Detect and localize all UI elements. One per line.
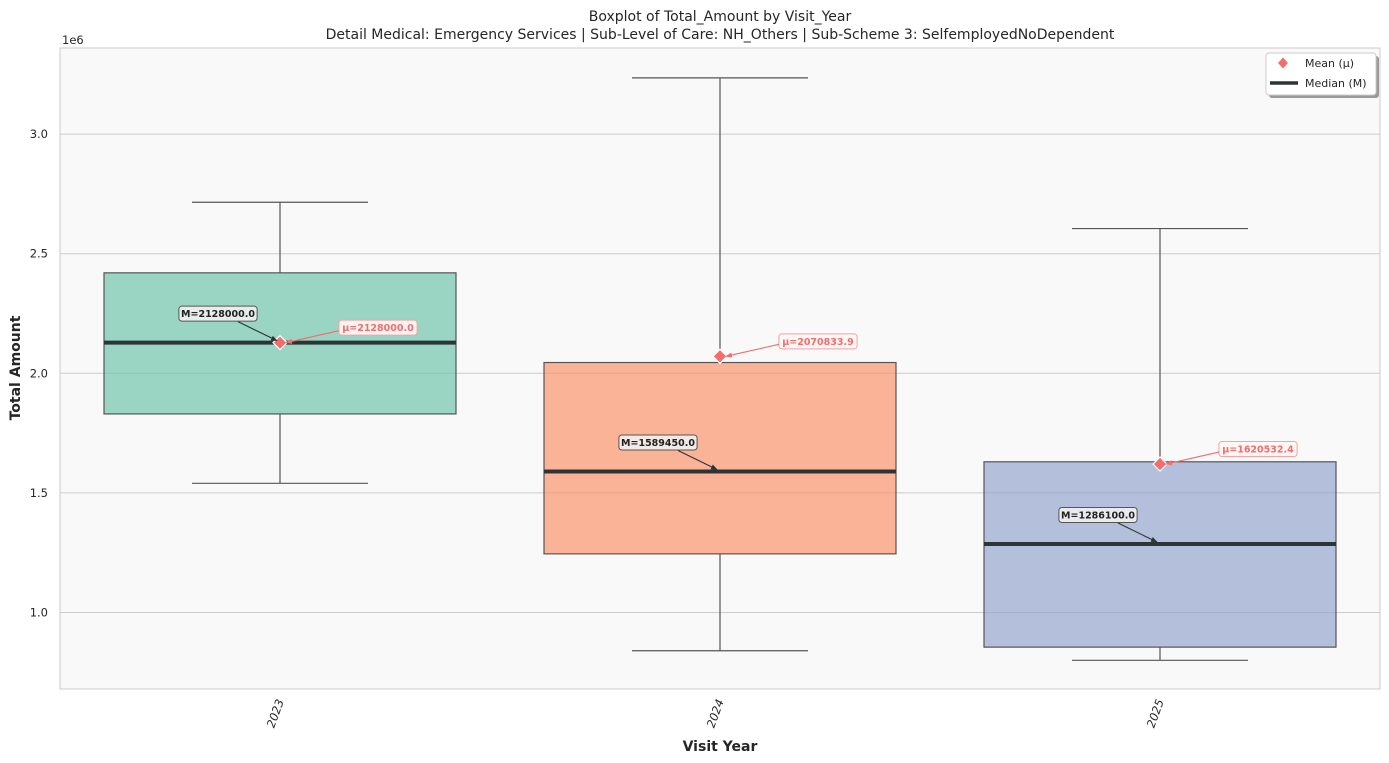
mean-marker-2025 <box>1152 456 1168 472</box>
median-label-2024: M=1589450.0 <box>621 438 695 449</box>
median-label-2024-box <box>618 434 698 451</box>
median-label-2023-box <box>178 305 258 322</box>
chart-subtitle: Detail Medical: Emergency Services | Sub… <box>326 27 1115 43</box>
x-tick-label: 2025 <box>1144 697 1167 729</box>
boxes <box>103 77 1337 661</box>
mean-label-2025-box <box>1218 441 1298 458</box>
legend: Mean (μ) Median (M) <box>1265 52 1379 98</box>
mean-arrow-2023 <box>285 330 340 344</box>
x-axis-label: Visit Year <box>683 739 758 755</box>
y-tick-label: 2.5 <box>30 247 48 261</box>
x-tick-label: 2024 <box>704 697 727 729</box>
median-arrow-2023 <box>237 321 278 342</box>
y-tick-label: 2.0 <box>30 366 48 380</box>
y-offset-label: 1e6 <box>62 33 84 47</box>
chart-title: Boxplot of Total_Amount by Visit_Year <box>589 9 852 25</box>
y-tick-label: 1.0 <box>30 605 48 619</box>
median-label-2023: M=2128000.0 <box>181 309 255 320</box>
median-arrow-2024 <box>677 449 718 470</box>
median-label-2025: M=1286100.0 <box>1061 511 1135 522</box>
mean-label-2023: μ=2128000.0 <box>342 323 414 334</box>
mean-label-2025: μ=1620532.4 <box>1222 445 1294 456</box>
mean-label-2023-box <box>338 319 418 336</box>
y-tick-label: 1.5 <box>30 486 48 500</box>
y-tick-label: 3.0 <box>30 127 48 141</box>
median-label-2025-box <box>1058 507 1138 524</box>
legend-mean-label: Mean (μ) <box>1305 57 1354 70</box>
box-2025 <box>983 461 1337 648</box>
mean-arrow-2025 <box>1165 451 1220 466</box>
mean-label-2024: μ=2070833.9 <box>782 337 853 348</box>
box-2024 <box>543 361 897 555</box>
mean-marker-2024 <box>712 348 728 365</box>
mean-arrow-2024 <box>725 343 780 358</box>
median-arrow-2025 <box>1117 522 1158 543</box>
legend-mean-marker-icon <box>1278 57 1288 69</box>
annotations: M=2128000.0 μ=2128000.0 M=1589450.0 μ=20708… <box>178 305 1298 543</box>
mean-label-2024-box <box>778 333 858 350</box>
y-axis-label: Total Amount <box>8 315 24 420</box>
x-tick-label: 2023 <box>264 697 287 729</box>
legend-median-label: Median (M) <box>1305 77 1367 90</box>
